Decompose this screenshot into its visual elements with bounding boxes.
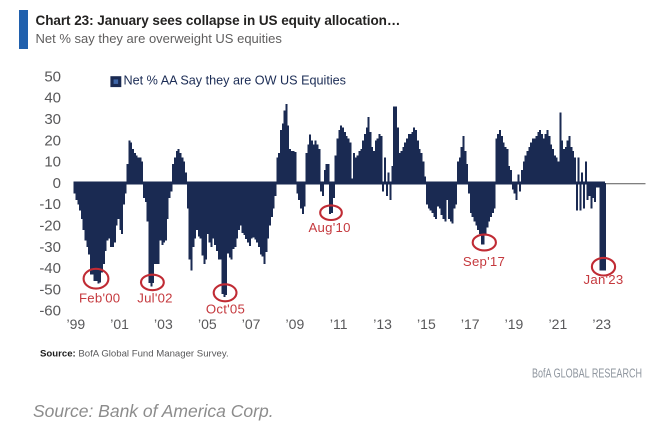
svg-text:’09: ’09 [286,316,305,332]
svg-text:’01: ’01 [110,316,129,332]
svg-text:20: 20 [44,132,61,149]
svg-text:’07: ’07 [242,316,261,332]
svg-text:’17: ’17 [461,316,480,332]
svg-text:-30: -30 [39,239,61,256]
svg-text:BofA GLOBAL RESEARCH: BofA GLOBAL RESEARCH [532,367,642,381]
svg-text:-50: -50 [39,281,61,298]
svg-text:50: 50 [44,68,61,85]
svg-text:-20: -20 [39,218,61,235]
svg-text:-40: -40 [39,260,61,277]
svg-text:’23: ’23 [592,316,611,332]
svg-text:’11: ’11 [330,316,348,332]
svg-text:Source: BofA Global Fund Manag: Source: BofA Global Fund Manager Survey. [40,349,229,360]
svg-text:Sep'17: Sep'17 [463,254,505,269]
svg-text:Oct'05: Oct'05 [206,302,245,317]
svg-text:’15: ’15 [417,316,436,332]
svg-text:Jan'23: Jan'23 [584,272,624,287]
svg-text:10: 10 [44,154,61,171]
svg-text:Net % AA Say they are OW US Eq: Net % AA Say they are OW US Equities [124,73,347,87]
svg-text:30: 30 [44,111,61,128]
svg-text:Feb'00: Feb'00 [79,290,120,305]
svg-text:’05: ’05 [198,316,217,332]
svg-text:Aug'10: Aug'10 [309,220,351,235]
svg-text:0: 0 [53,175,61,192]
svg-text:’99: ’99 [66,316,85,332]
svg-text:’03: ’03 [154,316,173,332]
svg-text:-10: -10 [39,196,61,213]
svg-text:-60: -60 [39,303,61,320]
svg-text:’19: ’19 [505,316,524,332]
svg-text:Jul'02: Jul'02 [137,290,173,305]
svg-text:’13: ’13 [373,316,392,332]
svg-text:40: 40 [44,90,61,107]
svg-text:’21: ’21 [549,316,568,332]
